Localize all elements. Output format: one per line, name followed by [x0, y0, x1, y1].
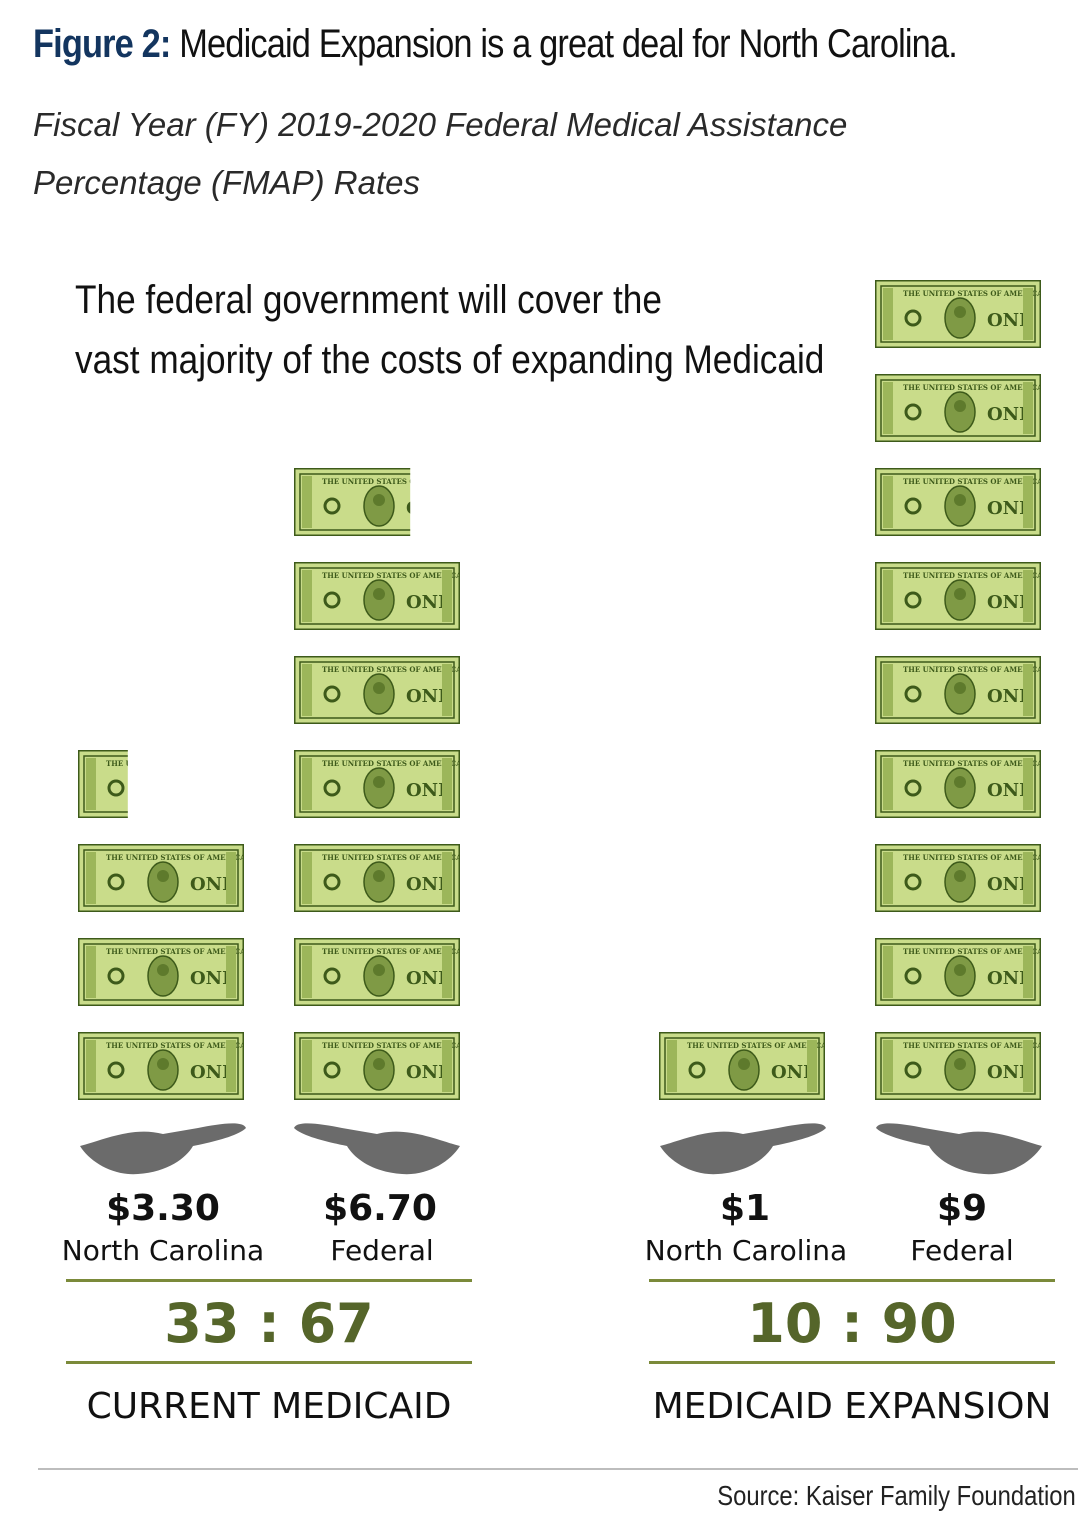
- hand-icon: [876, 1123, 1042, 1175]
- party-label: North Carolina: [644, 1234, 848, 1267]
- dollar-bill: THE UNITED STATES OF AMERICA ONE: [875, 938, 1043, 1006]
- dollar-bill: THE UNITED STATES OF AMERICA ONE: [875, 374, 1043, 442]
- svg-text:THE UNITED STATES OF AMERICA: THE UNITED STATES OF AMERICA: [687, 1041, 827, 1050]
- party-label: Federal: [330, 1234, 434, 1267]
- svg-text:THE UNITED STATES OF AMERICA: THE UNITED STATES OF AMERICA: [903, 383, 1043, 392]
- svg-text:ONE: ONE: [406, 1062, 452, 1083]
- headline-line-1: The federal government will cover the: [75, 278, 662, 322]
- dollar-bill: THE UNITED STATES OF AMERICA ONE: [875, 280, 1043, 348]
- svg-text:ONE: ONE: [190, 1062, 236, 1083]
- svg-text:THE UNITED STATES OF AMERICA: THE UNITED STATES OF AMERICA: [903, 853, 1043, 862]
- svg-text:ONE: ONE: [406, 968, 452, 989]
- amount-label: $9: [936, 1188, 988, 1229]
- svg-text:ONE: ONE: [987, 874, 1033, 895]
- dollar-bill: THE UNITED STATES OF AMERICA ONE: [294, 1032, 462, 1100]
- headline: The federal government will cover the va…: [75, 270, 824, 390]
- svg-text:ONE: ONE: [987, 592, 1033, 613]
- dollar-bill: THE UNITED STATES OF AMERICA ONE: [875, 750, 1043, 818]
- svg-text:ONE: ONE: [190, 874, 236, 895]
- party-label: North Carolina: [61, 1234, 265, 1267]
- amount-label: $1: [719, 1188, 771, 1229]
- svg-text:ONE: ONE: [406, 686, 452, 707]
- amount-label: $3.30: [106, 1188, 220, 1229]
- divider: [66, 1361, 472, 1364]
- party-label: Federal: [910, 1234, 1014, 1267]
- dollar-bill: THE UNITED STATES OF AMERICA ONE: [659, 1032, 827, 1100]
- dollar-bill: THE UNITED STATES OF AMERICA ONE: [875, 562, 1043, 630]
- svg-text:ONE: ONE: [190, 968, 236, 989]
- svg-text:ONE: ONE: [987, 1062, 1033, 1083]
- group-label: CURRENT MEDICAID: [86, 1386, 452, 1427]
- figure-title-text: Medicaid Expansion is a great deal for N…: [179, 22, 958, 66]
- footer-divider: [38, 1468, 1078, 1470]
- svg-text:ONE: ONE: [987, 310, 1033, 331]
- svg-text:ONE: ONE: [771, 1062, 817, 1083]
- svg-text:THE UNITED STATES OF AMERICA: THE UNITED STATES OF AMERICA: [903, 289, 1043, 298]
- svg-text:THE UNITED STATES OF AMERICA: THE UNITED STATES OF AMERICA: [903, 665, 1043, 674]
- svg-text:THE UNITED STATES OF AMERICA: THE UNITED STATES OF AMERICA: [903, 571, 1043, 580]
- dollar-bill: THE UNITED STATES OF AMERICA ONE: [294, 562, 462, 630]
- group-label: MEDICAID EXPANSION: [652, 1386, 1052, 1427]
- svg-text:THE UNITED STATES OF AMERICA: THE UNITED STATES OF AMERICA: [106, 759, 246, 768]
- svg-text:THE UNITED STATES OF AMERICA: THE UNITED STATES OF AMERICA: [322, 477, 462, 486]
- svg-text:ONE: ONE: [987, 968, 1033, 989]
- svg-text:THE UNITED STATES OF AMERICA: THE UNITED STATES OF AMERICA: [322, 1041, 462, 1050]
- svg-text:THE UNITED STATES OF AMERICA: THE UNITED STATES OF AMERICA: [903, 477, 1043, 486]
- svg-text:ONE: ONE: [987, 404, 1033, 425]
- svg-text:ONE: ONE: [406, 592, 452, 613]
- svg-text:ONE: ONE: [190, 780, 236, 801]
- svg-text:ONE: ONE: [987, 498, 1033, 519]
- dollar-bill: THE UNITED STATES OF AMERICA ONE: [78, 938, 246, 1006]
- dollar-bill: THE UNITED STATES OF AMERICA ONE: [294, 750, 462, 818]
- dollar-bill: THE UNITED STATES OF AMERICA ONE: [294, 938, 462, 1006]
- svg-text:ONE: ONE: [406, 780, 452, 801]
- svg-text:ONE: ONE: [987, 780, 1033, 801]
- svg-text:THE UNITED STATES OF AMERICA: THE UNITED STATES OF AMERICA: [322, 853, 462, 862]
- dollar-bill: THE UNITED STATES OF AMERICA ONE: [294, 656, 462, 724]
- divider: [649, 1361, 1055, 1364]
- dollar-bill: THE UNITED STATES OF AMERICA ONE: [875, 1032, 1043, 1100]
- figure-subtitle: Fiscal Year (FY) 2019-2020 Federal Medic…: [33, 106, 848, 201]
- svg-text:THE UNITED STATES OF AMERICA: THE UNITED STATES OF AMERICA: [322, 759, 462, 768]
- svg-text:THE UNITED STATES OF AMERICA: THE UNITED STATES OF AMERICA: [106, 1041, 246, 1050]
- dollar-bill: THE UNITED STATES OF AMERICA ONE: [875, 844, 1043, 912]
- svg-text:ONE: ONE: [406, 874, 452, 895]
- svg-text:THE UNITED STATES OF AMERICA: THE UNITED STATES OF AMERICA: [903, 759, 1043, 768]
- svg-text:THE UNITED STATES OF AMERICA: THE UNITED STATES OF AMERICA: [106, 947, 246, 956]
- figure-title: Figure 2: Medicaid Expansion is a great …: [33, 22, 958, 67]
- dollar-bill: THE UNITED STATES OF AMERICA ONE: [875, 468, 1043, 536]
- figure-label: Figure 2:: [33, 22, 171, 66]
- svg-text:THE UNITED STATES OF AMERICA: THE UNITED STATES OF AMERICA: [106, 853, 246, 862]
- svg-text:THE UNITED STATES OF AMERICA: THE UNITED STATES OF AMERICA: [903, 947, 1043, 956]
- dollar-bill: THE UNITED STATES OF AMERICA ONE: [875, 656, 1043, 724]
- svg-text:THE UNITED STATES OF AMERICA: THE UNITED STATES OF AMERICA: [322, 947, 462, 956]
- svg-text:THE UNITED STATES OF AMERICA: THE UNITED STATES OF AMERICA: [903, 1041, 1043, 1050]
- dollar-bill: THE UNITED STATES OF AMERICA ONE: [294, 844, 462, 912]
- hand-icon: [660, 1123, 826, 1175]
- amount-label: $6.70: [323, 1188, 437, 1229]
- hand-icon: [294, 1123, 460, 1175]
- hand-icon: [80, 1123, 246, 1175]
- divider: [649, 1279, 1055, 1282]
- svg-text:THE UNITED STATES OF AMERICA: THE UNITED STATES OF AMERICA: [322, 571, 462, 580]
- dollar-bill: THE UNITED STATES OF AMERICA ONE: [294, 468, 462, 536]
- dollar-bill: THE UNITED STATES OF AMERICA ONE: [78, 1032, 246, 1100]
- dollar-bill: THE UNITED STATES OF AMERICA ONE: [78, 844, 246, 912]
- source-note: Source: Kaiser Family Foundation: [717, 1480, 1076, 1511]
- ratio-value: 33 : 67: [164, 1292, 374, 1355]
- divider: [66, 1279, 472, 1282]
- ratio-value: 10 : 90: [747, 1292, 957, 1355]
- svg-text:THE UNITED STATES OF AMERICA: THE UNITED STATES OF AMERICA: [322, 665, 462, 674]
- dollar-bill: THE UNITED STATES OF AMERICA ONE: [78, 750, 246, 818]
- headline-line-2: vast majority of the costs of expanding …: [75, 338, 825, 382]
- svg-text:ONE: ONE: [987, 686, 1033, 707]
- svg-text:ONE: ONE: [406, 498, 452, 519]
